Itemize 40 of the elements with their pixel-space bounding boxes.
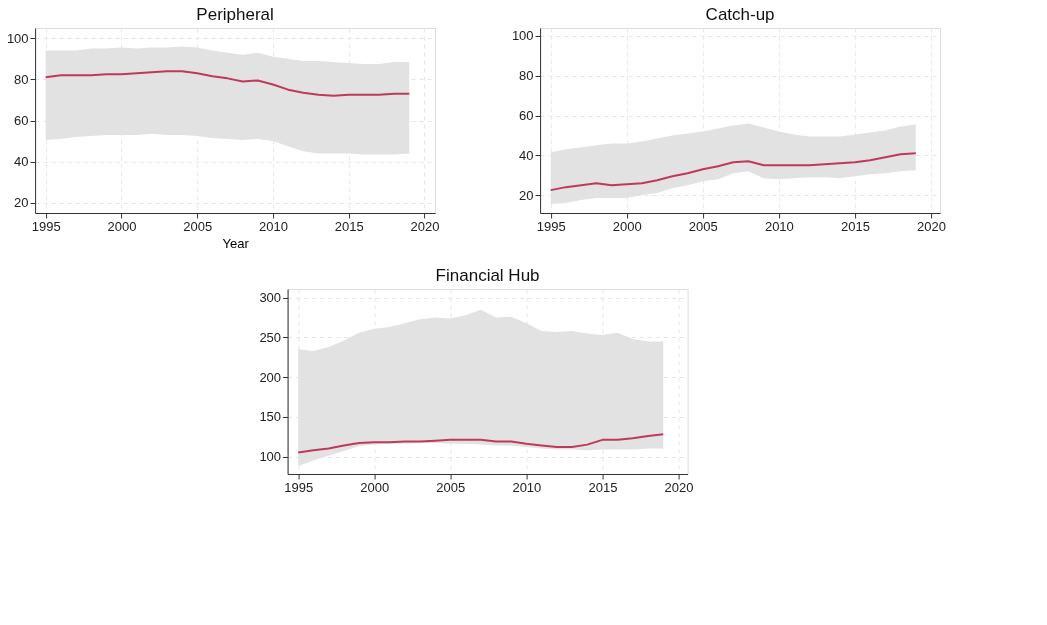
x-tick-label: 2010 xyxy=(512,479,542,495)
x-tick-label: 2015 xyxy=(588,479,618,495)
x-tick-label: 2000 xyxy=(107,218,137,234)
y-tick-label: 20 xyxy=(14,195,29,211)
y-tick-label: 150 xyxy=(259,409,282,425)
x-tick-label: 2020 xyxy=(664,479,694,495)
chart-title: Peripheral xyxy=(196,5,274,24)
y-tick-label: 60 xyxy=(519,108,534,124)
line-series xyxy=(549,152,917,192)
x-tick-label: 1995 xyxy=(284,479,314,495)
x-tick-label: 2015 xyxy=(334,218,364,234)
y-tick-label: 40 xyxy=(14,154,29,170)
x-tick-label: 2000 xyxy=(360,479,390,495)
x-tick-label: 2005 xyxy=(688,218,718,234)
x-tick-label: 2005 xyxy=(183,218,213,234)
y-tick-label: 100 xyxy=(6,30,29,46)
y-tick-label: 40 xyxy=(519,147,534,163)
x-tick-label: 2015 xyxy=(840,218,870,234)
chart-title: Financial Hub xyxy=(435,266,540,285)
x-tick-label: 1995 xyxy=(31,218,61,234)
x-tick-label: 2010 xyxy=(764,218,794,234)
chart-title: Catch-up xyxy=(705,5,775,24)
x-tick-label: 1995 xyxy=(536,218,566,234)
y-tick-label: 200 xyxy=(259,369,282,385)
x-tick-label: 2010 xyxy=(259,218,288,234)
y-tick-label: 80 xyxy=(14,71,29,87)
y-tick-label: 60 xyxy=(14,113,29,128)
x-axis-title: Year xyxy=(222,235,250,251)
x-tick-label: 2005 xyxy=(436,479,466,495)
line-series xyxy=(44,70,411,97)
y-tick-label: 20 xyxy=(519,187,534,203)
x-tick-label: 2000 xyxy=(612,218,642,234)
x-tick-label: 2020 xyxy=(410,218,440,234)
y-tick-label: 250 xyxy=(259,329,282,345)
y-tick-label: 100 xyxy=(511,28,534,44)
y-tick-label: 300 xyxy=(259,290,282,306)
line-series xyxy=(297,433,665,454)
y-tick-label: 80 xyxy=(519,68,534,84)
x-tick-label: 2020 xyxy=(917,218,946,234)
y-tick-label: 100 xyxy=(259,449,282,465)
